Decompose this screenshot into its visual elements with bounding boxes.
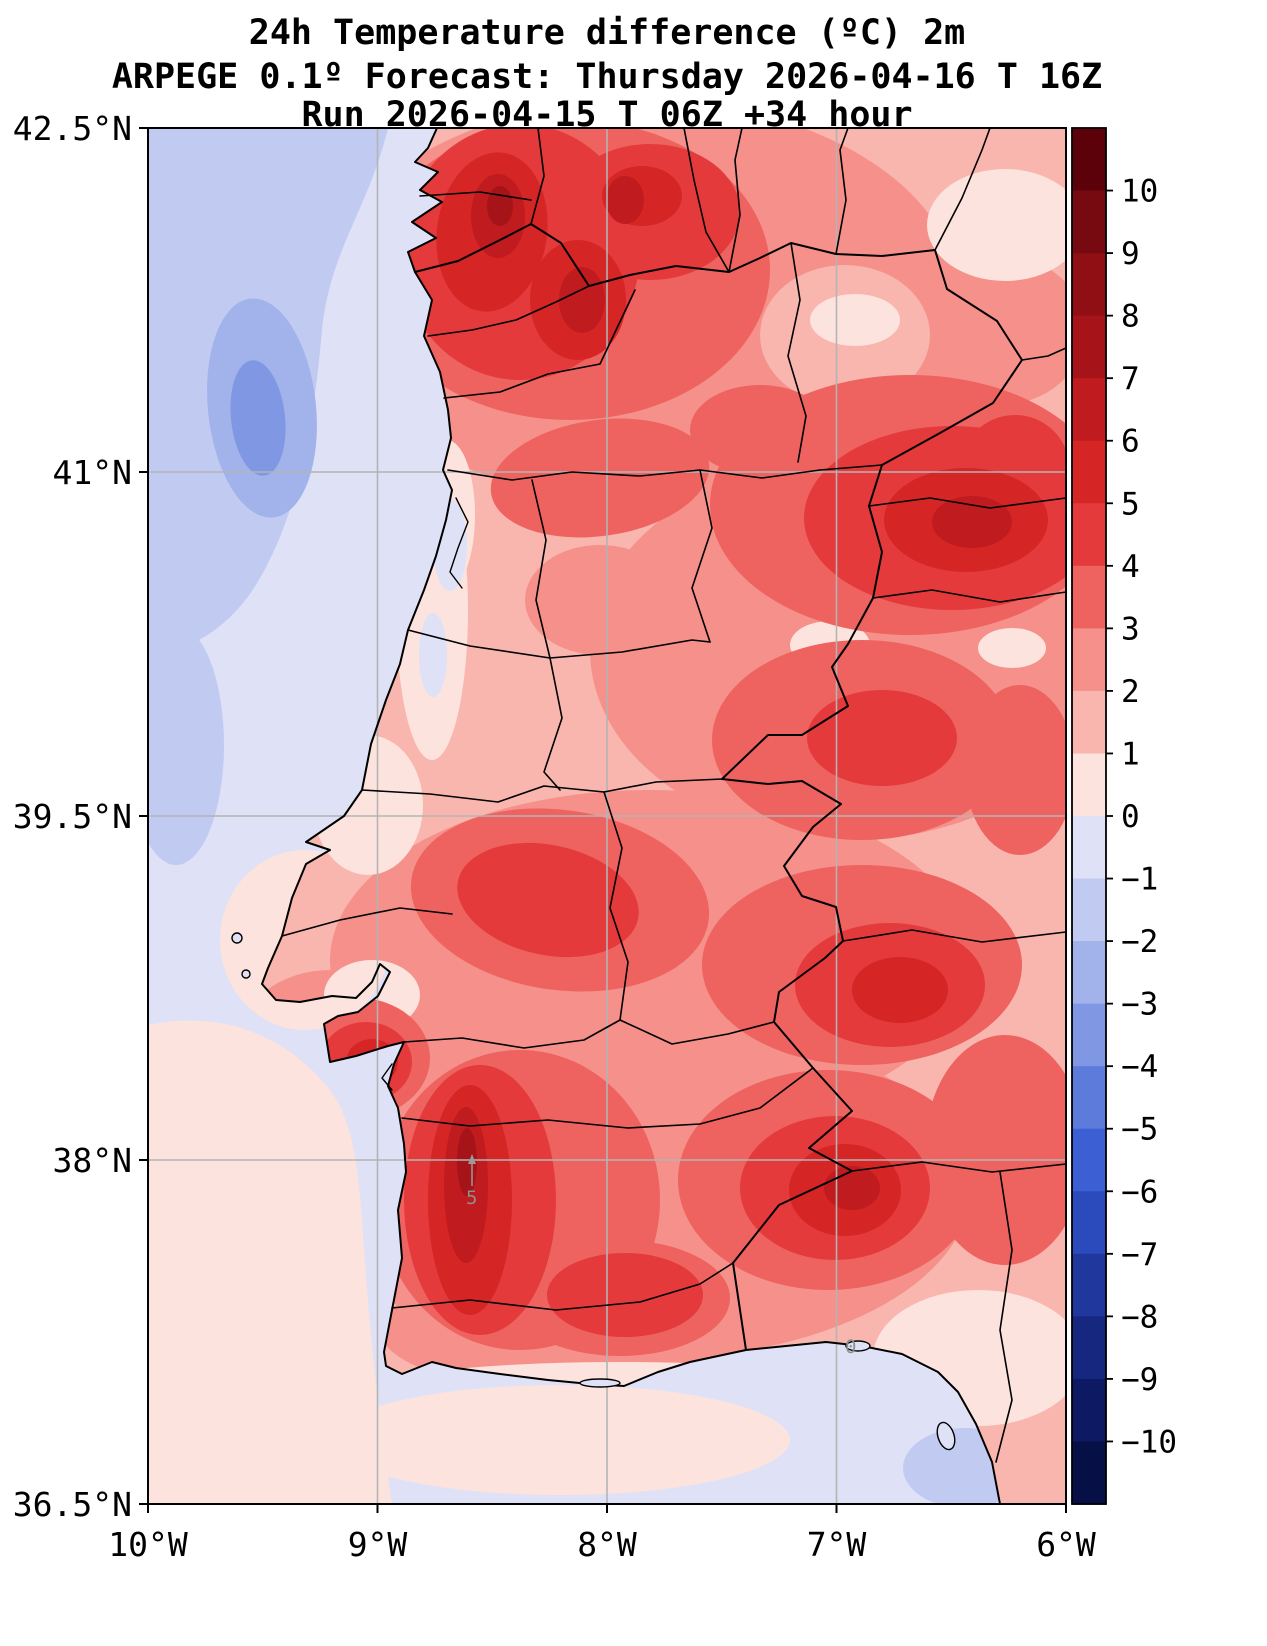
colorbar-tick-label: −2	[1121, 924, 1158, 960]
colorbar-segment	[1072, 941, 1106, 1005]
lon-tick-label: 10°W	[108, 1525, 188, 1564]
colorbar-tick-label: 5	[1121, 486, 1140, 522]
colorbar-tick-label: −9	[1121, 1362, 1158, 1398]
colorbar-segment	[1072, 628, 1106, 692]
colorbar-tick-label: −5	[1121, 1112, 1158, 1148]
portugal-spain-border	[414, 223, 1023, 1351]
colorbar-segment	[1072, 1441, 1106, 1505]
colorbar-tick-label: −4	[1121, 1049, 1158, 1085]
islets-and-lagoons	[231, 932, 956, 1451]
colorbar-tick-label: 10	[1121, 174, 1158, 210]
lon-tick-label: 6°W	[1036, 1525, 1096, 1564]
chart-title: 24h Temperature difference (ºC) 2m	[249, 13, 965, 53]
colorbar-segment	[1072, 1253, 1106, 1318]
colorbar-tick-label: 1	[1121, 736, 1140, 772]
colorbar-segment	[1072, 816, 1106, 880]
lat-tick-label: 41°N	[53, 453, 132, 492]
colorbar-segment	[1072, 1191, 1106, 1255]
contour-label-0: 0	[845, 1336, 856, 1358]
lat-tick-label: 42.5°N	[13, 109, 132, 148]
boundary-layer	[231, 128, 1066, 1504]
colorbar-segment	[1072, 1128, 1106, 1192]
coastline	[261, 128, 1001, 1504]
colorbar-segment	[1072, 1066, 1106, 1130]
colorbar-segment	[1072, 190, 1106, 254]
colorbar-tick-label: 6	[1121, 424, 1140, 460]
colorbar-tick-label: 3	[1121, 611, 1140, 647]
colorbar-tick-label: 4	[1121, 549, 1140, 585]
colorbar-tick-label: 8	[1121, 299, 1140, 335]
contour-label-5: 5	[466, 1187, 477, 1209]
colorbar-segment	[1072, 503, 1106, 567]
colorbar-segment	[1072, 878, 1106, 942]
colorbar-tick-label: 2	[1121, 674, 1140, 710]
lat-tick-label: 39.5°N	[13, 797, 132, 836]
colorbar-segment	[1072, 253, 1106, 317]
gridlines	[148, 128, 1066, 1504]
colorbar-tick-label: 7	[1121, 361, 1140, 397]
colorbar-tick-label: −3	[1121, 987, 1158, 1023]
contour-annotations: 5 0	[466, 1154, 856, 1358]
colorbar-segment	[1072, 753, 1106, 817]
colorbar-segment	[1072, 690, 1106, 755]
lon-tick-label: 8°W	[577, 1525, 637, 1564]
colorbar-tick-label: −10	[1121, 1424, 1177, 1460]
colorbar-tick-label: −6	[1121, 1174, 1158, 1210]
colorbar-segment	[1072, 315, 1106, 379]
admin-boundaries	[281, 128, 1066, 1463]
lon-tick-label: 7°W	[807, 1525, 867, 1564]
colorbar-segment	[1072, 1378, 1106, 1443]
lon-tick-label: 9°W	[348, 1525, 408, 1564]
axis-labels: 42.5°N 41°N 39.5°N 38°N 36.5°N10°W 9°W 8°W 7°W 6…	[13, 109, 1096, 1564]
colorbar-tick-label: 0	[1121, 799, 1140, 835]
colorbar-segment	[1072, 565, 1106, 630]
colorbar-segment	[1072, 378, 1106, 442]
colorbar-tick-label: −7	[1121, 1237, 1158, 1273]
colorbar-tick-label: −1	[1121, 862, 1158, 898]
lat-tick-label: 36.5°N	[13, 1485, 132, 1524]
lat-tick-label: 38°N	[53, 1141, 132, 1180]
chart-subtitle: ARPEGE 0.1º Forecast: Thursday 2026-04-1…	[112, 57, 1102, 97]
colorbar-segment	[1072, 440, 1106, 504]
colorbar-tick-label: 9	[1121, 236, 1140, 272]
colorbar-segment	[1072, 128, 1106, 192]
colorbar-segment	[1072, 1316, 1106, 1380]
colorbar-segment	[1072, 1003, 1106, 1067]
colorbar-tick-label: −8	[1121, 1299, 1158, 1335]
